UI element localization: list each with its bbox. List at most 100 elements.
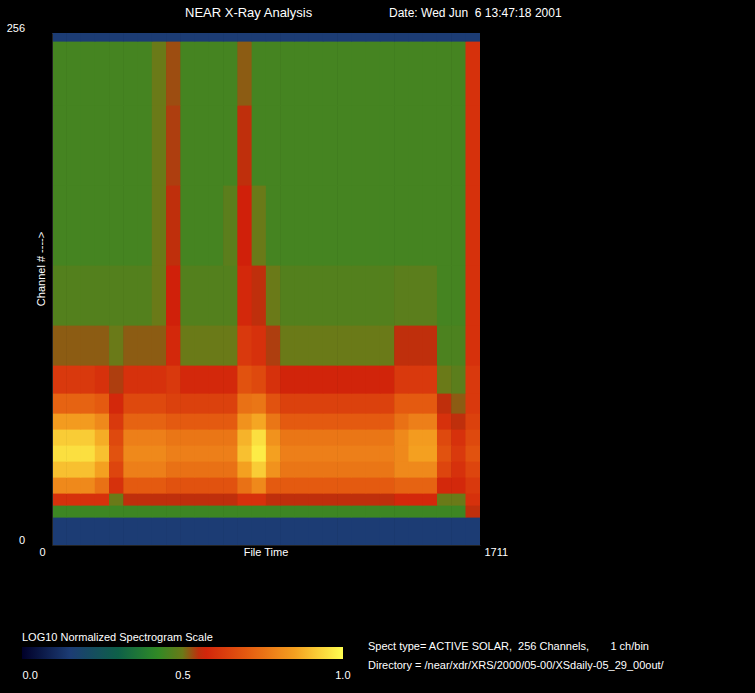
heatmap-cell — [180, 33, 195, 42]
heatmap-cell — [423, 185, 438, 266]
heatmap-cell — [237, 185, 252, 266]
heatmap-cell — [81, 325, 96, 366]
heatmap-cell — [351, 265, 366, 326]
tick: 0.0 — [23, 663, 38, 681]
heatmap-cell — [138, 365, 153, 394]
annotation: Spect type= ACTIVE SOLAR, 256 Channels, … — [368, 640, 649, 652]
heatmap-cell — [437, 265, 452, 326]
heatmap-cell — [237, 517, 252, 545]
heatmap-cell — [451, 517, 466, 545]
heatmap-cell — [423, 33, 438, 42]
heatmap-cell — [138, 393, 153, 414]
chart: NEAR X-Ray AnalysisDate: Wed Jun 6 13:47… — [0, 0, 755, 693]
heatmap-cell — [152, 41, 167, 106]
heatmap-cell — [52, 493, 67, 506]
heatmap-cell — [451, 429, 466, 446]
heatmap-cell — [337, 413, 352, 430]
heatmap-cell — [280, 413, 295, 430]
heatmap-cell — [337, 365, 352, 394]
heatmap-cell — [109, 325, 124, 366]
heatmap-cell — [408, 41, 423, 106]
heatmap-cell — [95, 477, 110, 494]
heatmap-cell — [195, 461, 210, 478]
heatmap-cell — [380, 429, 395, 446]
heatmap-cell — [309, 265, 324, 326]
heatmap-cell — [380, 41, 395, 106]
heatmap-cell — [280, 185, 295, 266]
heatmap-cell — [109, 493, 124, 506]
heatmap-cell — [465, 429, 480, 446]
heatmap-cell — [437, 185, 452, 266]
heatmap-cell — [81, 41, 96, 106]
heatmap-cell — [223, 445, 238, 462]
heatmap-cell — [252, 493, 267, 506]
heatmap-cell — [123, 265, 138, 326]
heatmap-cell — [408, 185, 423, 266]
heatmap-cell — [109, 477, 124, 494]
heatmap-cell — [309, 493, 324, 506]
heatmap-cell — [380, 505, 395, 518]
heatmap-cell — [408, 461, 423, 478]
heatmap-cell — [81, 505, 96, 518]
heatmap-cell — [252, 105, 267, 186]
heatmap-cell — [323, 461, 338, 478]
heatmap-cell — [408, 429, 423, 446]
heatmap-cell — [166, 445, 181, 462]
heatmap-cell — [166, 517, 181, 545]
heatmap-cell — [337, 41, 352, 106]
heatmap-cell — [195, 33, 210, 42]
heatmap-cell — [380, 365, 395, 394]
heatmap-cell — [366, 429, 381, 446]
heatmap-cell — [152, 393, 167, 414]
heatmap-cell — [123, 105, 138, 186]
x-axis-title: File Time — [244, 546, 289, 558]
heatmap-cell — [323, 41, 338, 106]
plot-area — [52, 33, 480, 545]
heatmap-cell — [109, 41, 124, 106]
heatmap-cell — [237, 493, 252, 506]
heatmap-cell — [266, 461, 281, 478]
annotation: Directory = /near/xdr/XRS/2000/05-00/XSd… — [368, 659, 665, 671]
heatmap-cell — [123, 517, 138, 545]
heatmap-cell — [195, 445, 210, 462]
heatmap-cell — [123, 365, 138, 394]
heatmap-cell — [152, 493, 167, 506]
heatmap-cell — [95, 429, 110, 446]
heatmap-cell — [380, 517, 395, 545]
heatmap-cell — [209, 517, 224, 545]
heatmap-cell — [465, 461, 480, 478]
heatmap-cell — [266, 41, 281, 106]
heatmap-cell — [209, 505, 224, 518]
heatmap-cell — [408, 325, 423, 366]
heatmap-cell — [209, 429, 224, 446]
heatmap-cell — [209, 461, 224, 478]
heatmap-cell — [465, 477, 480, 494]
heatmap-cell — [152, 365, 167, 394]
heatmap-cell — [437, 325, 452, 366]
heatmap-cell — [195, 41, 210, 106]
heatmap-cell — [309, 429, 324, 446]
heatmap-cell — [109, 461, 124, 478]
heatmap-cell — [166, 393, 181, 414]
heatmap-cell — [408, 505, 423, 518]
heatmap-cell — [223, 265, 238, 326]
heatmap-cell — [366, 493, 381, 506]
heatmap-cell — [180, 105, 195, 186]
heatmap-cell — [180, 265, 195, 326]
heatmap-cell — [337, 445, 352, 462]
heatmap-cell — [138, 105, 153, 186]
heatmap-cell — [166, 41, 181, 106]
heatmap-cell — [309, 105, 324, 186]
heatmap-cell — [294, 413, 309, 430]
heatmap-cell — [81, 105, 96, 186]
heatmap-cell — [223, 461, 238, 478]
heatmap-cell — [152, 325, 167, 366]
heatmap-cell — [294, 393, 309, 414]
heatmap-cell — [66, 365, 81, 394]
heatmap-cell — [394, 517, 409, 545]
heatmap-cell — [166, 105, 181, 186]
heatmap-cell — [266, 445, 281, 462]
heatmap-cell — [437, 393, 452, 414]
heatmap-cell — [423, 365, 438, 394]
heatmap-cell — [309, 517, 324, 545]
